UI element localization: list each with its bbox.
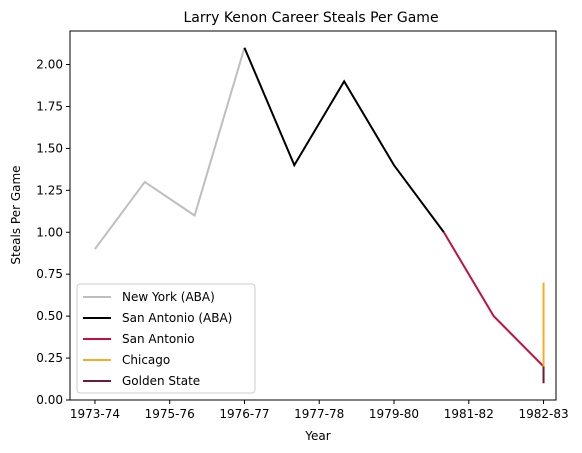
y-tick-label: 1.25	[36, 183, 63, 197]
x-tick-label: 1982-83	[518, 407, 568, 421]
y-tick-label: 1.75	[36, 99, 63, 113]
x-tick-label: 1976-77	[219, 407, 269, 421]
y-axis-label: Steals Per Game	[9, 165, 23, 264]
y-tick-label: 0.00	[36, 393, 63, 407]
x-tick-label: 1977-78	[294, 407, 344, 421]
x-tick-label: 1981-82	[444, 407, 494, 421]
y-tick-label: 0.75	[36, 267, 63, 281]
legend: New York (ABA) San Antonio (ABA) San Anton…	[77, 284, 255, 393]
x-tick-label: 1979-80	[369, 407, 419, 421]
legend-label: Golden State	[122, 374, 200, 388]
series-line-0	[95, 48, 245, 249]
series-line-2	[444, 232, 544, 366]
chart-title: Larry Kenon Career Steals Per Game	[183, 10, 438, 26]
legend-label: New York (ABA)	[122, 290, 215, 304]
x-tick-label: 1973-74	[70, 407, 120, 421]
legend-label: Chicago	[122, 353, 170, 367]
legend-label: San Antonio	[122, 332, 195, 346]
series-line-1	[244, 48, 443, 233]
y-tick-label: 0.25	[36, 351, 63, 365]
legend-label: San Antonio (ABA)	[122, 311, 232, 325]
x-axis-label: Year	[304, 429, 330, 443]
y-tick-label: 2.00	[36, 58, 63, 72]
y-tick-label: 1.50	[36, 141, 63, 155]
x-tick-label: 1975-76	[145, 407, 195, 421]
y-tick-label: 0.50	[36, 309, 63, 323]
y-tick-label: 1.00	[36, 225, 63, 239]
